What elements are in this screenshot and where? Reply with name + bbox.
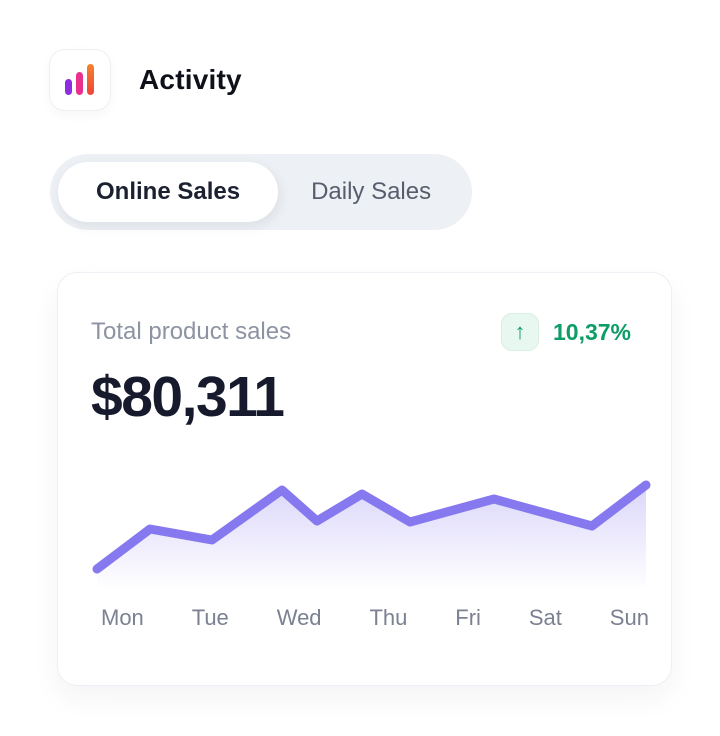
stat-row: Total product sales ↑ 10,37% — [91, 313, 631, 351]
x-axis-label-tue: Tue — [191, 605, 229, 630]
change-percentage: 10,37% — [552, 318, 631, 345]
sales-tabs: Online Sales Daily Sales — [50, 154, 473, 230]
activity-logo-box — [49, 49, 111, 111]
x-axis-label-thu: Thu — [369, 605, 408, 630]
stat-value: $80,311 — [91, 365, 285, 429]
x-axis-label-sun: Sun — [609, 605, 649, 630]
area-fill — [97, 485, 646, 595]
tab-online-sales[interactable]: Online Sales — [58, 162, 279, 222]
x-axis-label-fri: Fri — [455, 605, 481, 630]
stat-label: Total product sales — [91, 318, 292, 345]
header: Activity — [49, 49, 720, 111]
x-axis-label-wed: Wed — [276, 605, 322, 630]
arrow-up-icon: ↑ — [500, 313, 539, 351]
change-indicator: ↑ 10,37% — [500, 313, 631, 351]
sales-chart: Mon Tue Wed Thu Fri Sat Sun — [89, 467, 651, 631]
total-sales-card: Total product sales ↑ 10,37% $80,311 Mon… — [57, 272, 672, 686]
tab-daily-sales[interactable]: Daily Sales — [278, 162, 464, 222]
x-axis: Mon Tue Wed Thu Fri Sat Sun — [89, 605, 655, 631]
x-axis-label-mon: Mon — [101, 605, 144, 630]
x-axis-label-sat: Sat — [528, 605, 562, 630]
page-title: Activity — [139, 64, 242, 95]
sales-line — [92, 480, 651, 574]
bar-chart-icon — [65, 64, 94, 95]
area-chart — [92, 480, 651, 595]
